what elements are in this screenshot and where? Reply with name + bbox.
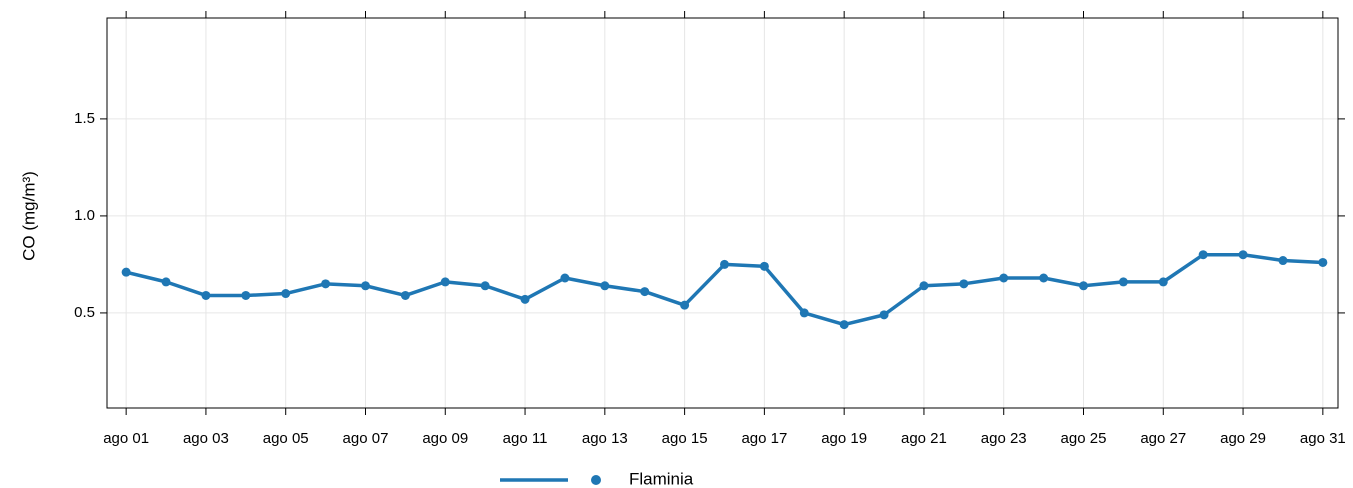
y-tick-label: 1.5: [74, 110, 95, 127]
data-point: [1039, 273, 1049, 283]
data-point: [1158, 277, 1168, 287]
data-point: [839, 320, 849, 330]
x-tick-label: ago 27: [1140, 430, 1186, 447]
data-point: [799, 308, 809, 318]
x-tick-label: ago 19: [821, 430, 867, 447]
data-point: [640, 287, 650, 297]
legend-marker: [591, 475, 601, 485]
data-point: [1278, 256, 1288, 266]
data-point: [520, 294, 530, 304]
legend-label: Flaminia: [629, 469, 694, 488]
x-tick-label: ago 05: [263, 430, 309, 447]
x-tick-label: ago 29: [1220, 430, 1266, 447]
data-point: [1079, 281, 1089, 291]
y-tick-label: 1.0: [74, 207, 95, 224]
data-point: [999, 273, 1009, 283]
y-axis-label: CO (mg/m³): [19, 171, 38, 261]
x-tick-label: ago 15: [662, 430, 708, 447]
y-tick-label: 0.5: [74, 304, 95, 321]
plot-frame: [106, 17, 1339, 409]
x-tick-label: ago 23: [981, 430, 1027, 447]
data-point: [281, 289, 291, 299]
data-point: [719, 259, 729, 269]
data-point: [121, 267, 131, 277]
x-tick-label: ago 31: [1300, 430, 1346, 447]
x-tick-label: ago 11: [503, 430, 548, 447]
x-tick-label: ago 21: [901, 430, 947, 447]
data-point: [600, 281, 610, 291]
data-point: [959, 279, 969, 289]
data-point: [440, 277, 450, 287]
data-point: [321, 279, 331, 289]
data-point: [919, 281, 929, 291]
data-point: [1118, 277, 1128, 287]
data-point: [241, 290, 251, 300]
data-point: [161, 277, 171, 287]
data-point: [201, 290, 211, 300]
x-tick-label: ago 13: [582, 430, 628, 447]
x-tick-label: ago 09: [422, 430, 468, 447]
x-tick-label: ago 07: [343, 430, 389, 447]
data-point: [1238, 250, 1248, 260]
data-point: [1318, 257, 1328, 267]
data-point: [360, 281, 370, 291]
data-point: [879, 310, 889, 320]
data-point: [759, 261, 769, 271]
data-point: [480, 281, 490, 291]
data-point: [680, 300, 690, 310]
x-tick-label: ago 25: [1061, 430, 1107, 447]
x-tick-label: ago 17: [741, 430, 787, 447]
data-point: [1198, 250, 1208, 260]
x-tick-label: ago 03: [183, 430, 229, 447]
x-tick-label: ago 01: [103, 430, 149, 447]
data-point: [560, 273, 570, 283]
data-point: [400, 290, 410, 300]
